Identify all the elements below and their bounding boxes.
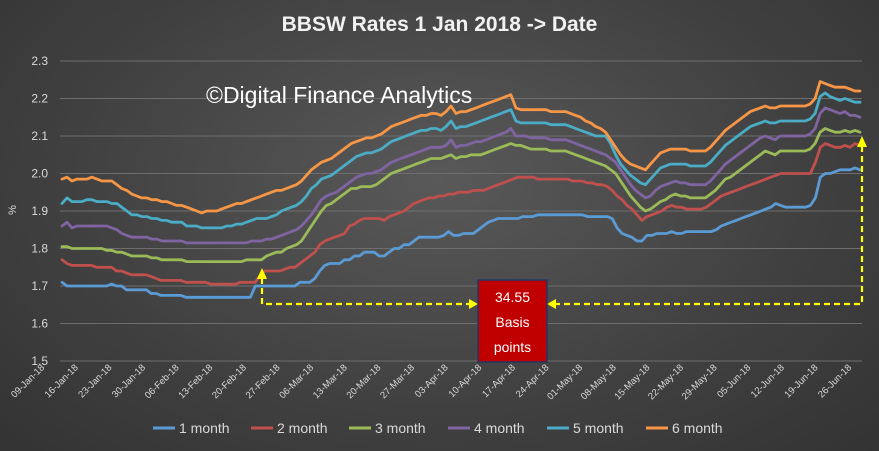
annotation-line-3: points [494, 339, 531, 355]
series-line-2-month [60, 142, 862, 286]
annotation-arrowhead-up-right [857, 136, 867, 147]
y-tick-label: 2.2 [31, 92, 48, 106]
annotation-box [477, 279, 548, 363]
legend-label: 6 month [672, 420, 723, 436]
watermark: ©Digital Finance Analytics [206, 82, 472, 108]
annotation-arrowhead-up-left [257, 268, 267, 279]
annotation-arrow-right [554, 146, 864, 306]
series-line-6-month [60, 80, 862, 215]
x-tick-label: 10-Apr-18 [447, 362, 485, 400]
x-tick-label: 27-Mar-18 [378, 362, 417, 401]
x-tick-label: 26-Jun-18 [816, 362, 854, 400]
x-tick-label: 29-May-18 [680, 362, 720, 402]
x-tick-label: 17-Apr-18 [480, 362, 518, 400]
annotation-arrowhead-right [469, 299, 478, 309]
legend-label: 4 month [474, 420, 525, 436]
x-tick-label: 01-May-18 [545, 362, 585, 402]
y-axis: 1.5 1.6 1.7 1.8 1.9 2.0 2.1 2.2 2.3 [31, 54, 48, 368]
y-tick-label: 1.6 [31, 317, 48, 331]
y-tick-label: 2.0 [31, 167, 48, 181]
x-tick-label: 16-Jan-18 [43, 362, 81, 400]
x-tick-label: 06-Feb-18 [143, 362, 182, 401]
series-line-4-month [60, 106, 862, 245]
legend-label: 1 month [179, 420, 230, 436]
legend: 1 month 2 month 3 month 4 month 5 month 6 mon… [153, 420, 723, 436]
basis-points-annotation: 34.55 Basis points [257, 136, 867, 363]
x-tick-label: 27-Feb-18 [244, 362, 283, 401]
legend-label: 5 month [573, 420, 624, 436]
x-tick-label: 06-Mar-18 [277, 362, 316, 401]
series-group [60, 80, 862, 299]
series-line-3-month [60, 127, 862, 264]
legend-label: 3 month [375, 420, 426, 436]
x-tick-label: 05-Jun-18 [715, 362, 753, 400]
series-line-5-month [60, 91, 862, 230]
x-tick-label: 20-Feb-18 [210, 362, 249, 401]
y-axis-label: % [7, 205, 19, 215]
y-tick-label: 2.3 [31, 54, 48, 68]
x-axis: 09-Jan-1816-Jan-1823-Jan-1830-Jan-1806-F… [9, 362, 854, 402]
x-tick-label: 03-Apr-18 [413, 362, 451, 400]
annotation-arrow-left [260, 278, 472, 306]
x-tick-label: 15-May-18 [612, 362, 652, 402]
legend-label: 2 month [277, 420, 328, 436]
y-tick-label: 2.1 [31, 129, 48, 143]
y-tick-label: 1.7 [31, 279, 48, 293]
y-tick-label: 1.9 [31, 204, 48, 218]
annotation-arrowhead-left [547, 299, 556, 309]
x-tick-label: 22-May-18 [646, 362, 686, 402]
x-tick-label: 30-Jan-18 [110, 362, 148, 400]
x-tick-label: 20-Mar-18 [345, 362, 384, 401]
x-tick-label: 13-Mar-18 [311, 362, 350, 401]
x-tick-label: 09-Jan-18 [9, 362, 47, 400]
x-tick-label: 12-Jun-18 [749, 362, 787, 400]
series-line-1-month [60, 166, 862, 299]
x-tick-label: 08-May-18 [579, 362, 619, 402]
x-tick-label: 23-Jan-18 [76, 362, 114, 400]
x-tick-label: 13-Feb-18 [176, 362, 215, 401]
y-tick-label: 1.8 [31, 242, 48, 256]
x-tick-label: 19-Jun-18 [782, 362, 820, 400]
annotation-line-2: Basis [495, 314, 529, 330]
annotation-line-1: 34.55 [495, 289, 530, 305]
chart-title: BBSW Rates 1 Jan 2018 -> Date [282, 13, 598, 36]
y-tick-label: 1.5 [31, 354, 48, 368]
